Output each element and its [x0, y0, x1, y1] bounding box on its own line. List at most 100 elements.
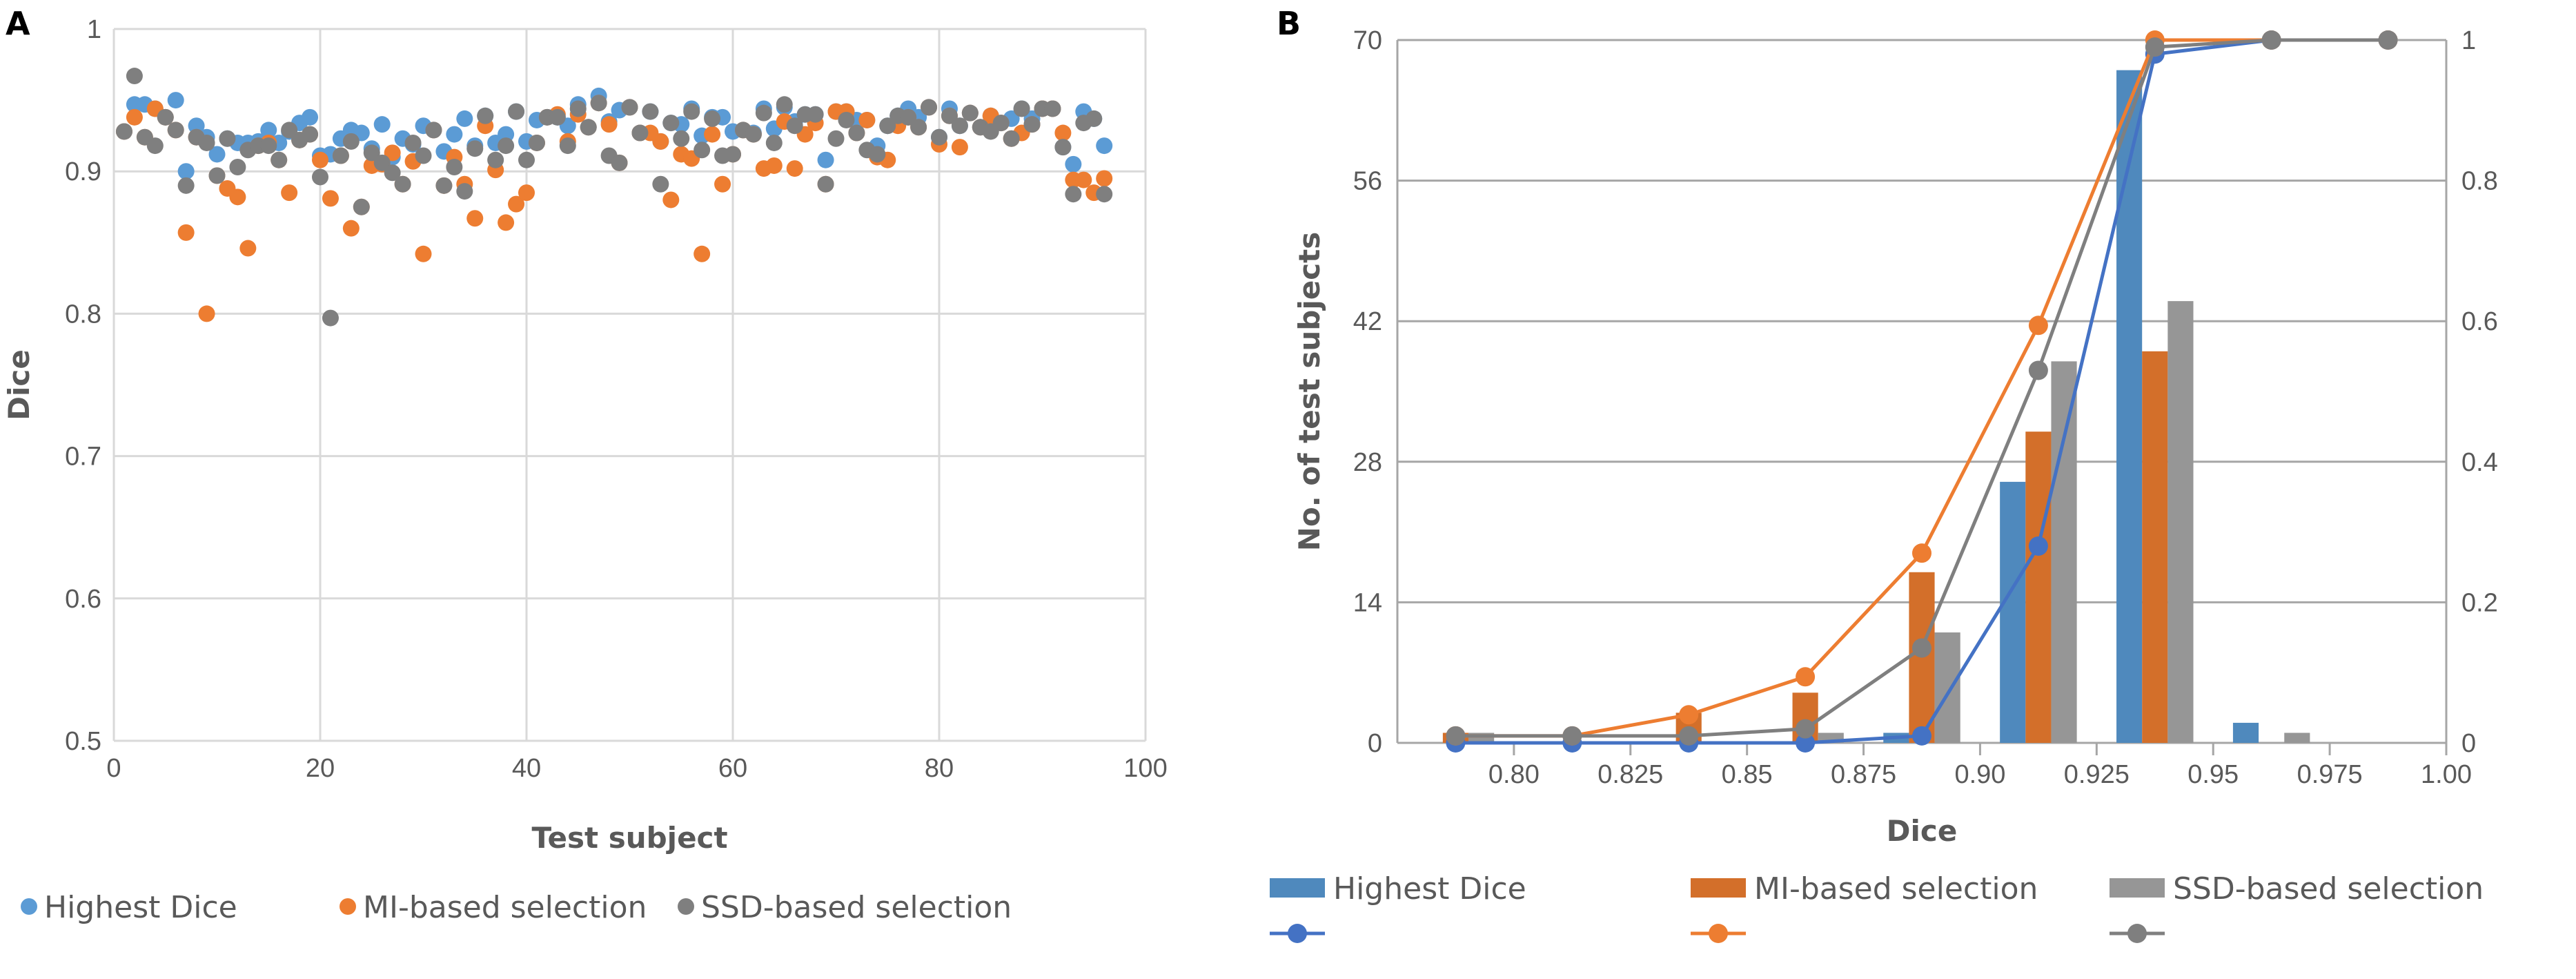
data-point-ssd [611, 154, 628, 171]
bar-ssd [1934, 632, 1960, 743]
cumulative-point-highest-dice [1796, 733, 1816, 753]
cumulative-point-ssd [2261, 30, 2281, 50]
data-point-ssd [673, 130, 690, 147]
data-point-ssd [528, 134, 545, 151]
data-point-ssd [652, 175, 669, 193]
x-tick-label: 0.85 [1722, 760, 1773, 789]
data-point-mi [951, 139, 968, 156]
data-point-mi [1075, 171, 1092, 188]
data-point-mi [694, 245, 711, 262]
data-point-highest-dice [188, 117, 205, 135]
cumulative-point-ssd [1679, 726, 1699, 746]
cumulative-point-highest-dice [1912, 726, 1931, 746]
data-point-ssd [198, 134, 215, 151]
data-point-ssd [508, 103, 525, 120]
legend-label: Highest Dice [1333, 871, 1526, 907]
data-point-ssd [498, 137, 515, 155]
data-point-ssd [1023, 116, 1041, 133]
x-tick-label: 0.925 [2064, 760, 2130, 789]
data-point-highest-dice [446, 126, 463, 143]
y2-tick-label: 0.8 [2461, 167, 2498, 196]
data-point-ssd [662, 115, 680, 132]
data-point-ssd [146, 137, 164, 155]
data-point-ssd [827, 130, 845, 147]
y-tick-label: 70 [1353, 26, 1382, 55]
data-point-ssd [725, 146, 741, 163]
data-point-mi [765, 157, 783, 174]
y-tick-label: 0.7 [65, 443, 101, 472]
data-point-ssd [415, 147, 432, 164]
cumulative-point-ssd [2028, 360, 2048, 380]
bar-ssd [2051, 361, 2077, 743]
data-point-ssd [642, 103, 659, 120]
data-point-ssd [1003, 130, 1020, 147]
y-axis-label: Dice [2, 349, 36, 420]
data-point-highest-dice [817, 151, 834, 168]
data-point-mi [786, 160, 803, 177]
data-point-ssd [1054, 139, 1072, 156]
data-point-ssd [745, 126, 762, 143]
data-point-mi [177, 224, 195, 241]
data-point-ssd [559, 137, 576, 155]
bar-highest-dice [2116, 70, 2143, 744]
cumulative-point-ssd [1446, 726, 1466, 746]
data-point-ssd [879, 117, 896, 135]
data-point-ssd [631, 124, 649, 142]
x-tick-label: 0.825 [1597, 760, 1663, 789]
data-point-ssd [1044, 100, 1061, 117]
data-point-ssd [342, 133, 360, 150]
legend-bar-swatch [2110, 878, 2165, 898]
y2-tick-label: 1 [2461, 26, 2476, 55]
data-point-ssd [1096, 186, 1113, 203]
data-point-ssd [838, 111, 855, 128]
cumulative-point-ssd [2378, 30, 2398, 50]
data-point-ssd [425, 122, 442, 139]
data-point-mi [1054, 124, 1072, 142]
data-point-ssd [322, 309, 339, 327]
legend-label: MI-based selection [1754, 871, 2038, 907]
legend-marker [21, 898, 37, 915]
legend-bar-swatch [1691, 878, 1746, 898]
legend-line-marker [1288, 924, 1307, 943]
data-point-ssd [404, 134, 422, 151]
y-tick-label: 0.8 [65, 300, 101, 329]
y-tick-label: 0 [1368, 729, 1382, 758]
data-point-ssd [518, 151, 535, 168]
data-point-ssd [394, 175, 411, 193]
x-tick-label: 60 [718, 754, 747, 783]
data-point-ssd [373, 154, 391, 171]
legend-label: SSD-based selection [701, 890, 1012, 925]
data-point-ssd [941, 107, 958, 124]
y2-tick-label: 0.2 [2461, 588, 2498, 617]
data-point-ssd [126, 68, 143, 85]
data-point-mi [508, 195, 525, 213]
data-point-ssd [869, 146, 886, 163]
data-point-ssd [931, 128, 947, 146]
data-point-mi [1096, 170, 1113, 187]
data-point-ssd [569, 100, 587, 117]
data-point-ssd [363, 144, 380, 162]
data-point-ssd [817, 175, 834, 193]
legend-bar-swatch [1270, 878, 1325, 898]
histogram-plot-b: 0 0 14 0.2 28 0.4 42 0.6 56 0.8 70 1 0.80 0.825 0.85 0.… [1270, 26, 2498, 943]
scatter-plot-a: 0.5 0.6 0.7 0.8 0.9 1 0 20 40 60 80 100 Test subject… [2, 15, 1168, 925]
cumulative-point-ssd [2145, 37, 2165, 57]
data-point-ssd [961, 104, 979, 122]
cumulative-point-ssd [1912, 638, 1931, 658]
x-axis-label: Dice [1887, 814, 1958, 848]
data-point-ssd [921, 99, 938, 116]
data-point-ssd [115, 123, 132, 140]
data-point-ssd [208, 167, 226, 184]
data-point-ssd [302, 126, 319, 143]
data-point-mi [229, 188, 246, 206]
x-tick-label: 0.95 [2187, 760, 2239, 789]
bar-highest-dice [2000, 481, 2026, 743]
x-axis-label: Test subject [531, 821, 727, 855]
data-point-ssd [755, 104, 772, 122]
data-point-mi [518, 184, 535, 202]
data-point-ssd [456, 183, 473, 200]
data-point-ssd [900, 108, 917, 126]
data-point-mi [652, 133, 669, 150]
data-point-highest-dice [167, 92, 184, 109]
data-point-ssd [765, 134, 783, 151]
